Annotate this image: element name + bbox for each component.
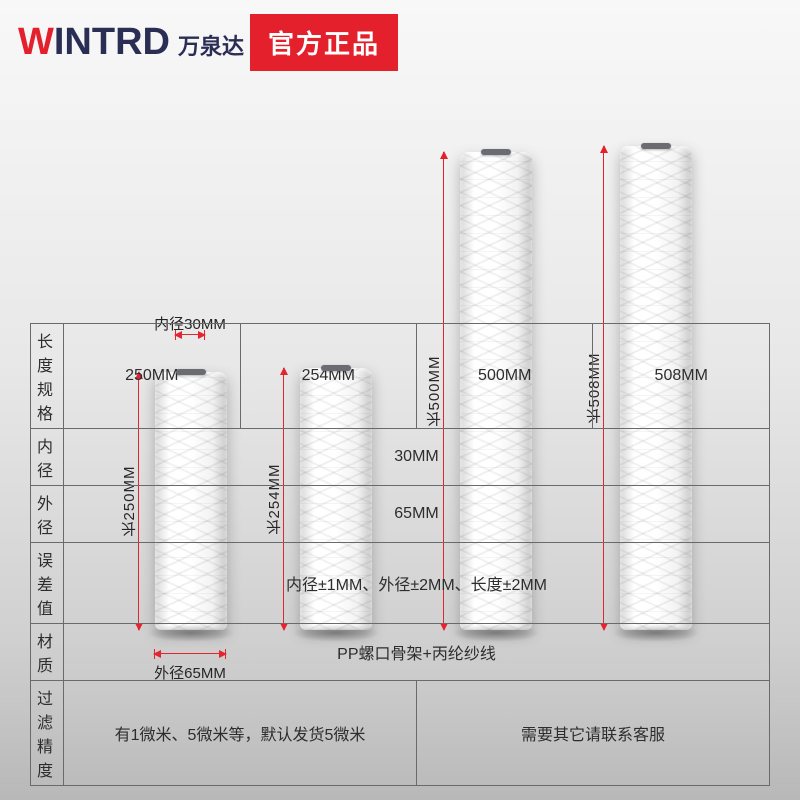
spec-cell: 30MM bbox=[64, 429, 770, 486]
spec-cell: PP螺口骨架+丙纶纱线 bbox=[64, 624, 770, 681]
table-row: 误差值 内径±1MM、外径±2MM、长度±2MM bbox=[31, 543, 770, 624]
filter-endcap-icon bbox=[481, 149, 511, 155]
filter-endcap-icon bbox=[176, 369, 206, 375]
spec-label: 过滤精度 bbox=[31, 681, 64, 786]
spec-cell: 内径±1MM、外径±2MM、长度±2MM bbox=[64, 543, 770, 624]
spec-label: 长度规格 bbox=[31, 324, 64, 429]
brand-logo: WINTRD 万泉达 bbox=[18, 21, 244, 64]
spec-label: 内径 bbox=[31, 429, 64, 486]
spec-cell: 250MM bbox=[64, 324, 240, 429]
table-row: 过滤精度 有1微米、5微米等，默认发货5微米 需要其它请联系客服 bbox=[31, 681, 770, 786]
spec-cell: 65MM bbox=[64, 486, 770, 543]
spec-label: 材质 bbox=[31, 624, 64, 681]
filter-endcap-icon bbox=[641, 143, 671, 149]
spec-cell: 有1微米、5微米等，默认发货5微米 bbox=[64, 681, 417, 786]
specifications-table: 长度规格 250MM 254MM 500MM 508MM 内径 30MM 外径 … bbox=[30, 323, 770, 786]
spec-label: 外径 bbox=[31, 486, 64, 543]
official-badge: 官方正品 bbox=[250, 14, 398, 71]
spec-cell: 254MM bbox=[240, 324, 416, 429]
table-row: 外径 65MM bbox=[31, 486, 770, 543]
table-row: 长度规格 250MM 254MM 500MM 508MM bbox=[31, 324, 770, 429]
spec-cell: 需要其它请联系客服 bbox=[416, 681, 769, 786]
spec-cell: 508MM bbox=[593, 324, 770, 429]
spec-label: 误差值 bbox=[31, 543, 64, 624]
table-row: 材质 PP螺口骨架+丙纶纱线 bbox=[31, 624, 770, 681]
filter-endcap-icon bbox=[321, 365, 351, 371]
table-row: 内径 30MM bbox=[31, 429, 770, 486]
brand-chinese: 万泉达 bbox=[178, 29, 244, 61]
brand-english: WINTRD bbox=[18, 21, 170, 64]
spec-cell: 500MM bbox=[416, 324, 592, 429]
header: WINTRD 万泉达 官方正品 bbox=[0, 0, 800, 71]
